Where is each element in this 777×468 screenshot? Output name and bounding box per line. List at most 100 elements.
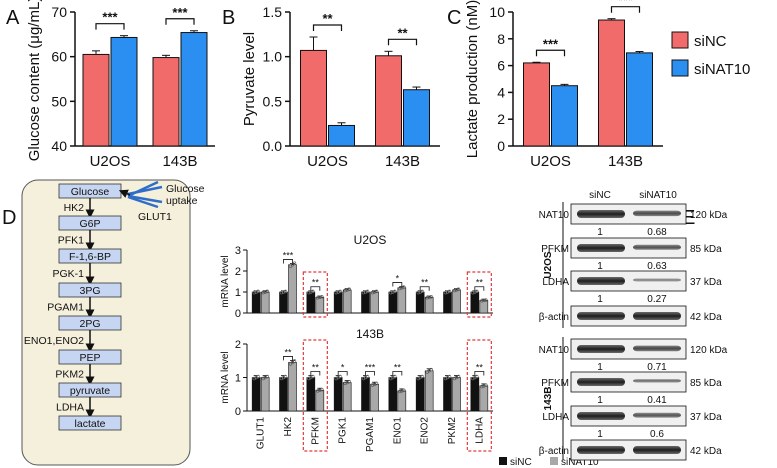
replicate-dot xyxy=(256,374,260,379)
wb-quant-label: 1 xyxy=(597,294,603,305)
replicate-dot xyxy=(256,289,260,294)
replicate-dot xyxy=(336,290,340,294)
replicate-dot xyxy=(283,289,288,294)
x-tick-label: GLUT1 xyxy=(256,417,267,450)
legend-swatch-sinat10 xyxy=(671,59,689,77)
replicate-dot xyxy=(456,287,461,291)
significance-bracket xyxy=(392,371,403,376)
replicate-dot xyxy=(480,299,484,303)
bar xyxy=(306,291,316,314)
wb-band xyxy=(577,345,625,353)
x-tick-label: 143B xyxy=(385,153,420,170)
wb-cell-line-label: U2OS xyxy=(543,251,554,279)
pathway-node-label: 2PG xyxy=(79,318,100,330)
replicate-dot xyxy=(261,290,265,295)
bar xyxy=(443,377,452,412)
significance-bracket xyxy=(310,286,321,291)
wb-kda-label: 42 kDa xyxy=(690,312,722,323)
y-tick-label: 3 xyxy=(235,245,241,257)
wb-quant-label: 1 xyxy=(597,261,603,272)
significance-bracket xyxy=(387,38,418,46)
mrna-legend-swatch-sinat10 xyxy=(550,457,558,465)
bar xyxy=(288,264,297,314)
replicate-dot xyxy=(343,381,347,386)
significance-label: *** xyxy=(543,36,559,51)
replicate-dot xyxy=(316,389,320,393)
transporter-line xyxy=(127,194,163,204)
replicate-dot xyxy=(429,367,433,372)
bar xyxy=(470,377,480,412)
y-tick-label: 0 xyxy=(235,308,241,320)
replicate-dot xyxy=(475,289,479,294)
y-tick-label: 40 xyxy=(51,138,67,154)
wb-band xyxy=(577,277,625,285)
wb-protein-label: β-actin xyxy=(539,312,569,323)
wb-protein-label: LDHA xyxy=(542,277,569,288)
replicate-dot xyxy=(347,287,351,291)
wb-quant-label: 0.68 xyxy=(647,227,667,238)
wb-kda-label: 120 kDa xyxy=(690,345,728,356)
wb-kda-label: 42 kDa xyxy=(690,446,722,457)
pathway-enzyme-label: PGAM1 xyxy=(47,302,84,314)
legend-swatch-sinc xyxy=(671,31,689,49)
replicate-dot xyxy=(391,290,395,294)
pathway-node-label: lactate xyxy=(75,418,106,430)
replicate-dot xyxy=(429,295,433,299)
x-tick-label: 143B xyxy=(162,153,197,170)
replicate-dot xyxy=(425,296,429,300)
significance-label: ** xyxy=(312,278,320,288)
y-tick-label: 10 xyxy=(489,4,505,20)
bar xyxy=(424,296,434,314)
bar xyxy=(375,55,402,147)
replicate-dot xyxy=(372,382,377,386)
y-tick-label: 2 xyxy=(497,111,505,127)
bar xyxy=(479,300,489,314)
panel-letter-b: B xyxy=(222,7,235,29)
replicate-dot xyxy=(372,290,377,294)
chart-title: 143B xyxy=(356,327,384,341)
y-tick-label: 1 xyxy=(235,373,241,385)
wb-quant-label: 0.6 xyxy=(650,429,664,440)
chart-b-pyruvate: 0.0 0.5 1.0 1.5 Pyruvate level ** U2OS ** 143B xyxy=(241,4,440,170)
y-axis-label: Glucose content (μg/mL) xyxy=(26,0,43,161)
replicate-dot xyxy=(345,288,349,292)
replicate-dot xyxy=(292,359,297,363)
x-tick-label: PGK1 xyxy=(338,417,349,444)
y-tick-label: 0.0 xyxy=(263,138,283,154)
wb-quant-label: 1 xyxy=(597,395,603,406)
pathway-node-label: 3PG xyxy=(79,285,100,297)
y-tick-label: 0 xyxy=(497,138,505,154)
x-tick-label: U2OS xyxy=(90,153,131,170)
y-tick-label: 2 xyxy=(235,339,241,351)
wb-band-frame xyxy=(570,338,687,360)
pathway-node-label: Glucose xyxy=(71,186,110,198)
y-tick-label: 6 xyxy=(497,58,505,74)
replicate-dot xyxy=(265,289,269,294)
bar xyxy=(333,377,343,412)
significance-bracket xyxy=(419,286,430,291)
pathway-enzyme-label: ENO1,ENO2 xyxy=(24,335,84,347)
significance-label: ** xyxy=(284,347,292,357)
wb-protein-label: PFKM xyxy=(541,244,569,255)
wb-kda-label: 37 kDa xyxy=(690,277,722,288)
x-tick-label: PKM2 xyxy=(447,417,458,445)
y-tick-label: 60 xyxy=(51,49,67,65)
y-tick-label: 2 xyxy=(235,266,241,278)
bar xyxy=(152,57,180,147)
bar xyxy=(333,291,343,314)
transporter-line xyxy=(127,185,163,196)
bar xyxy=(598,19,625,147)
replicate-dot xyxy=(338,374,342,379)
replicate-dot xyxy=(316,296,320,300)
x-tick-label: PFKM xyxy=(310,417,321,445)
significance-bracket xyxy=(283,259,293,264)
replicate-dot xyxy=(320,295,324,299)
pathway-enzyme-label: PKM2 xyxy=(55,369,84,381)
wb-band xyxy=(633,345,681,352)
bar xyxy=(300,49,327,147)
replicate-dot xyxy=(393,289,397,294)
wb-band xyxy=(633,244,681,250)
significance-label: ** xyxy=(312,362,320,372)
bar xyxy=(452,377,461,412)
highlight-box xyxy=(302,271,328,318)
